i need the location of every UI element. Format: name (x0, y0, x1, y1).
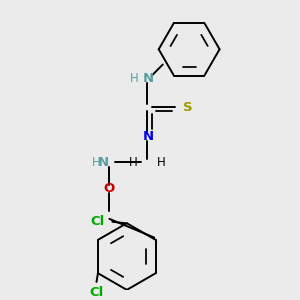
Text: Cl: Cl (91, 215, 105, 228)
Text: O: O (104, 182, 115, 195)
Text: H: H (129, 156, 138, 169)
Text: S: S (183, 101, 193, 114)
Text: H: H (130, 72, 139, 85)
Text: H: H (156, 156, 165, 169)
Text: N: N (98, 156, 109, 169)
Text: N: N (143, 130, 154, 143)
Text: N: N (143, 72, 154, 85)
Text: Cl: Cl (89, 286, 103, 299)
Text: H: H (92, 156, 101, 170)
